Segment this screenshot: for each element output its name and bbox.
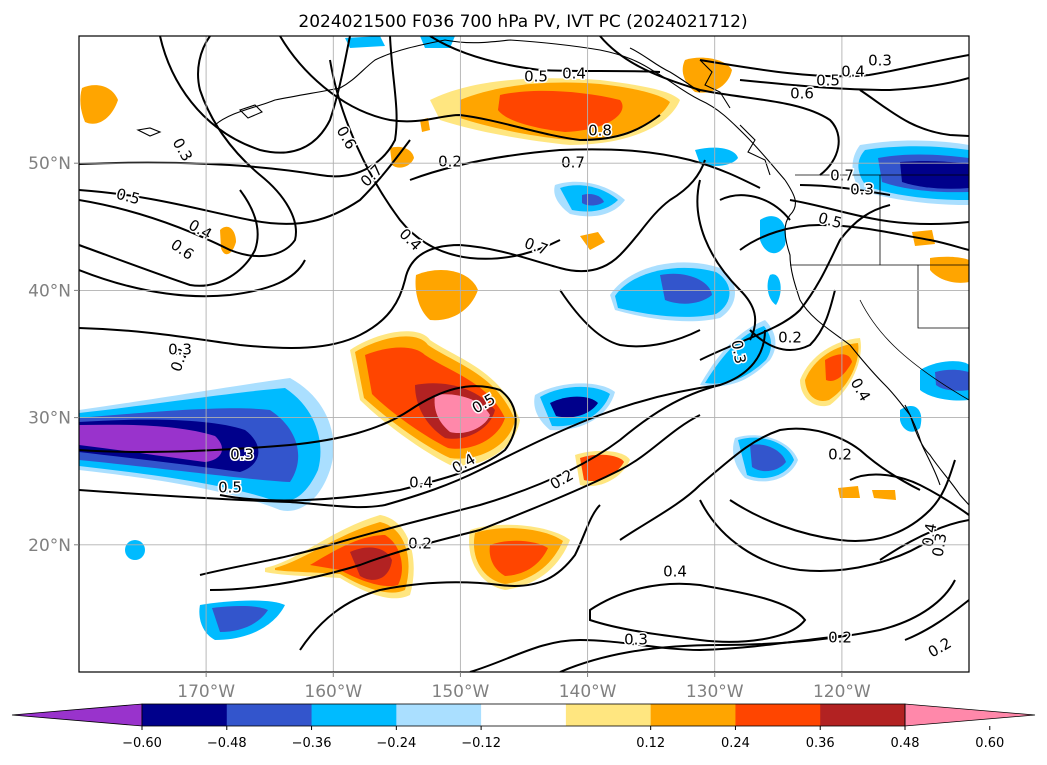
lat-tick-label: 30°N (28, 409, 71, 429)
contour-label: 0.4 (409, 474, 433, 492)
colorbar-tick-label: −0.12 (461, 736, 501, 751)
coastline-layer (136, 39, 969, 506)
colorbar-segment (735, 704, 821, 726)
lon-tick-label: 140°W (559, 682, 617, 702)
colorbar-segment (650, 704, 736, 726)
contour-label: 0.2 (828, 446, 852, 464)
colorbar-tick-label: 0.36 (806, 736, 835, 751)
contour-label: 0.2 (438, 153, 462, 171)
chart-title: 2024021500 F036 700 hPa PV, IVT PC (2024… (298, 12, 747, 32)
colorbar-tick-label: 0.60 (975, 736, 1004, 751)
lon-tick-label: 170°W (177, 682, 235, 702)
colorbar-tick-label: 0.12 (636, 736, 665, 751)
contour-label: 0.4 (562, 65, 586, 83)
map-layer: 0.5 0.40.30.40.50.60.80.30.7 0.70.60.50.40… (79, 36, 969, 672)
colorbar-tick-label: −0.60 (122, 736, 162, 751)
colorbar-frame (141, 703, 906, 727)
lon-tick-label: 150°W (432, 682, 490, 702)
grid-lines (79, 36, 969, 672)
colorbar-tick-label: 0.24 (721, 736, 750, 751)
contour-label: 0.3 (850, 181, 874, 199)
colorbar-tick-label: −0.24 (376, 736, 416, 751)
colorbar-extend-left (11, 703, 143, 727)
contour-label: 0.5 (524, 68, 548, 86)
ivt-contour-layer (79, 36, 969, 672)
contour-label: 0.2 (828, 629, 852, 647)
contour-label: 0.3 (624, 631, 648, 649)
lon-tick-label: 120°W (813, 682, 871, 702)
colorbar-segment (396, 704, 482, 726)
borders-layer (790, 174, 969, 401)
colorbar-segment (481, 704, 567, 726)
latitude-tick-labels: 20°N 30°N 40°N 50°N (28, 154, 79, 556)
contour-label: 0.8 (588, 122, 612, 140)
contour-label: 0.3 (168, 341, 192, 359)
contour-label: 0.5 (218, 479, 242, 497)
lat-tick-label: 40°N (28, 281, 71, 301)
colorbar-segment (565, 704, 652, 726)
colorbar-segment (226, 704, 313, 726)
longitude-tick-labels: 170°W 160°W 150°W 140°W 130°W 120°W (177, 672, 871, 702)
colorbar-segment (142, 704, 228, 726)
colorbar-tick-label: −0.36 (292, 736, 332, 751)
lat-tick-label: 50°N (28, 154, 71, 174)
contour-label: 0.3 (868, 52, 892, 70)
alaska-coastline (214, 39, 786, 181)
colorbar-extend-right (904, 703, 1036, 727)
contour-label: 0.5 (816, 72, 840, 90)
contour-label: 0.2 (408, 535, 432, 553)
map-frame (78, 35, 970, 673)
colorbar-segment (311, 704, 397, 726)
contour-label: 0.7 (561, 154, 585, 172)
colorbar-tick-label: 0.48 (891, 736, 920, 751)
contour-label: 0.6 (790, 85, 814, 103)
lon-tick-label: 160°W (304, 682, 362, 702)
contour-label: 0.4 (663, 563, 687, 581)
contour-label: 0.2 (778, 329, 802, 347)
colorbar-tick-label: −0.48 (207, 736, 247, 751)
colorbar-segment (820, 704, 906, 726)
contour-label: 0.3 (230, 446, 254, 464)
colorbar: −0.60 −0.48 −0.36 −0.24 −0.12 0.12 0.24 0.36 0.4… (11, 703, 1036, 751)
lon-tick-label: 130°W (686, 682, 744, 702)
contour-label: 0.4 (841, 63, 865, 81)
pv-fill-layer (79, 36, 969, 640)
lat-tick-label: 20°N (28, 536, 71, 556)
